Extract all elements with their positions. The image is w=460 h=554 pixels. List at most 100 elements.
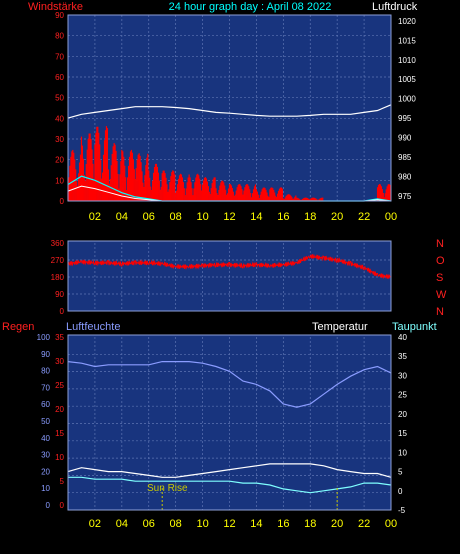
y-tick-label-temperature: 10	[398, 448, 407, 457]
y-tick-label-temperature: 5	[398, 468, 403, 477]
x-tick-label: 18	[304, 211, 316, 223]
y-tick-label-humidity: 0	[46, 501, 51, 510]
y-tick-label-pressure: 1015	[398, 36, 416, 45]
y-tick-label-pressure: 1005	[398, 75, 416, 84]
compass-label: N	[436, 238, 444, 250]
x-tick-label: 02	[89, 518, 101, 530]
humidity-axis-title: Luftfeuchte	[66, 321, 120, 333]
y-tick-label-pressure: 995	[398, 114, 412, 123]
x-tick-label: 22	[358, 518, 370, 530]
x-tick-label: 14	[250, 518, 262, 530]
y-tick-label-pressure: 990	[398, 134, 412, 143]
y-tick-label-direction: 0	[60, 307, 65, 316]
dewpoint-axis-title: Taupunkt	[392, 321, 437, 333]
y-tick-label-rain: 10	[55, 453, 64, 462]
x-tick-label: 22	[358, 211, 370, 223]
direction-panel-grid	[68, 243, 392, 311]
y-tick-label-temperature: 30	[398, 371, 407, 380]
direction-panel-series	[67, 253, 391, 280]
y-tick-label-temperature: 15	[398, 429, 407, 438]
x-tick-label: 10	[196, 518, 208, 530]
direction-panel-frame	[67, 240, 392, 312]
x-tick-label: 20	[331, 518, 343, 530]
temperature-axis-title: Temperatur	[312, 321, 368, 333]
y-tick-label-humidity: 20	[41, 467, 50, 476]
y-tick-label-wind: 10	[55, 176, 64, 185]
y-tick-label-wind: 60	[55, 73, 64, 82]
y-tick-label-humidity: 60	[41, 400, 50, 409]
y-tick-label-wind: 0	[60, 197, 65, 206]
x-tick-label: 00	[385, 518, 397, 530]
y-tick-label-humidity: 80	[41, 367, 50, 376]
y-tick-label-temperature: 35	[398, 352, 407, 361]
y-tick-label-rain: 25	[55, 381, 64, 390]
y-tick-label-humidity: 90	[41, 350, 50, 359]
compass-label: O	[436, 255, 445, 267]
y-tick-label-pressure: 1010	[398, 56, 416, 65]
x-tick-label: 00	[385, 211, 397, 223]
x-tick-label: 04	[116, 518, 128, 530]
y-tick-label-pressure: 1020	[398, 17, 416, 26]
x-tick-label: 06	[143, 518, 155, 530]
humidity-line	[67, 361, 392, 408]
compass-label: N	[436, 306, 444, 318]
wind-panel-labels: 0102030405060708090975980985990995100010…	[55, 11, 416, 223]
x-tick-label: 08	[170, 211, 182, 223]
wind-direction-line	[67, 253, 391, 280]
y-tick-label-rain: 5	[60, 477, 65, 486]
y-tick-label-humidity: 40	[41, 434, 50, 443]
y-tick-label-pressure: 980	[398, 173, 412, 182]
humidity-panel-series	[67, 361, 392, 510]
humidity-panel-frame	[67, 334, 392, 511]
temperature-line	[67, 463, 392, 478]
y-tick-label-humidity: 100	[37, 333, 51, 342]
x-tick-label: 20	[331, 211, 343, 223]
y-tick-label-temperature: 40	[398, 333, 407, 342]
x-tick-label: 04	[116, 211, 128, 223]
chart-title: 24 hour graph day : April 08 2022	[169, 1, 332, 13]
y-tick-label-humidity: 10	[41, 484, 50, 493]
y-tick-label-wind: 20	[55, 156, 64, 165]
y-tick-label-wind: 30	[55, 135, 64, 144]
y-tick-label-rain: 20	[55, 405, 64, 414]
x-tick-label: 16	[277, 211, 289, 223]
x-tick-label: 08	[170, 518, 182, 530]
compass-label: W	[436, 289, 447, 301]
y-tick-label-rain: 35	[55, 333, 64, 342]
rain-axis-title: Regen	[2, 321, 34, 333]
y-tick-label-direction: 90	[55, 290, 64, 299]
y-tick-label-humidity: 50	[41, 417, 50, 426]
y-tick-label-temperature: 25	[398, 391, 407, 400]
y-tick-label-temperature: -5	[398, 506, 406, 515]
y-tick-label-direction: 360	[51, 239, 65, 248]
y-tick-label-pressure: 985	[398, 153, 412, 162]
y-tick-label-humidity: 30	[41, 451, 50, 460]
y-tick-label-direction: 180	[51, 273, 65, 282]
x-tick-label: 02	[89, 211, 101, 223]
x-tick-label: 06	[143, 211, 155, 223]
x-tick-label: 10	[196, 211, 208, 223]
y-tick-label-wind: 50	[55, 94, 64, 103]
x-tick-label: 14	[250, 211, 262, 223]
y-tick-label-wind: 40	[55, 114, 64, 123]
y-tick-label-wind: 80	[55, 32, 64, 41]
compass-label: S	[436, 272, 443, 284]
x-tick-label: 18	[304, 518, 316, 530]
humidity-panel-labels: 010203040506070809010005101520253035-505…	[37, 333, 408, 530]
y-tick-label-temperature: 0	[398, 487, 403, 496]
y-tick-label-wind: 90	[55, 11, 64, 20]
y-tick-label-pressure: 975	[398, 192, 412, 201]
y-tick-label-rain: 15	[55, 429, 64, 438]
x-tick-label: 16	[277, 518, 289, 530]
wind-axis-title: Windstärke	[28, 1, 83, 13]
y-tick-label-direction: 270	[51, 256, 65, 265]
sunrise-label: Sun Rise	[147, 483, 188, 494]
wind-panel-frame	[67, 14, 392, 202]
y-tick-label-rain: 0	[60, 501, 65, 510]
y-tick-label-wind: 70	[55, 52, 64, 61]
x-tick-label: 12	[223, 518, 235, 530]
x-tick-label: 12	[223, 211, 235, 223]
